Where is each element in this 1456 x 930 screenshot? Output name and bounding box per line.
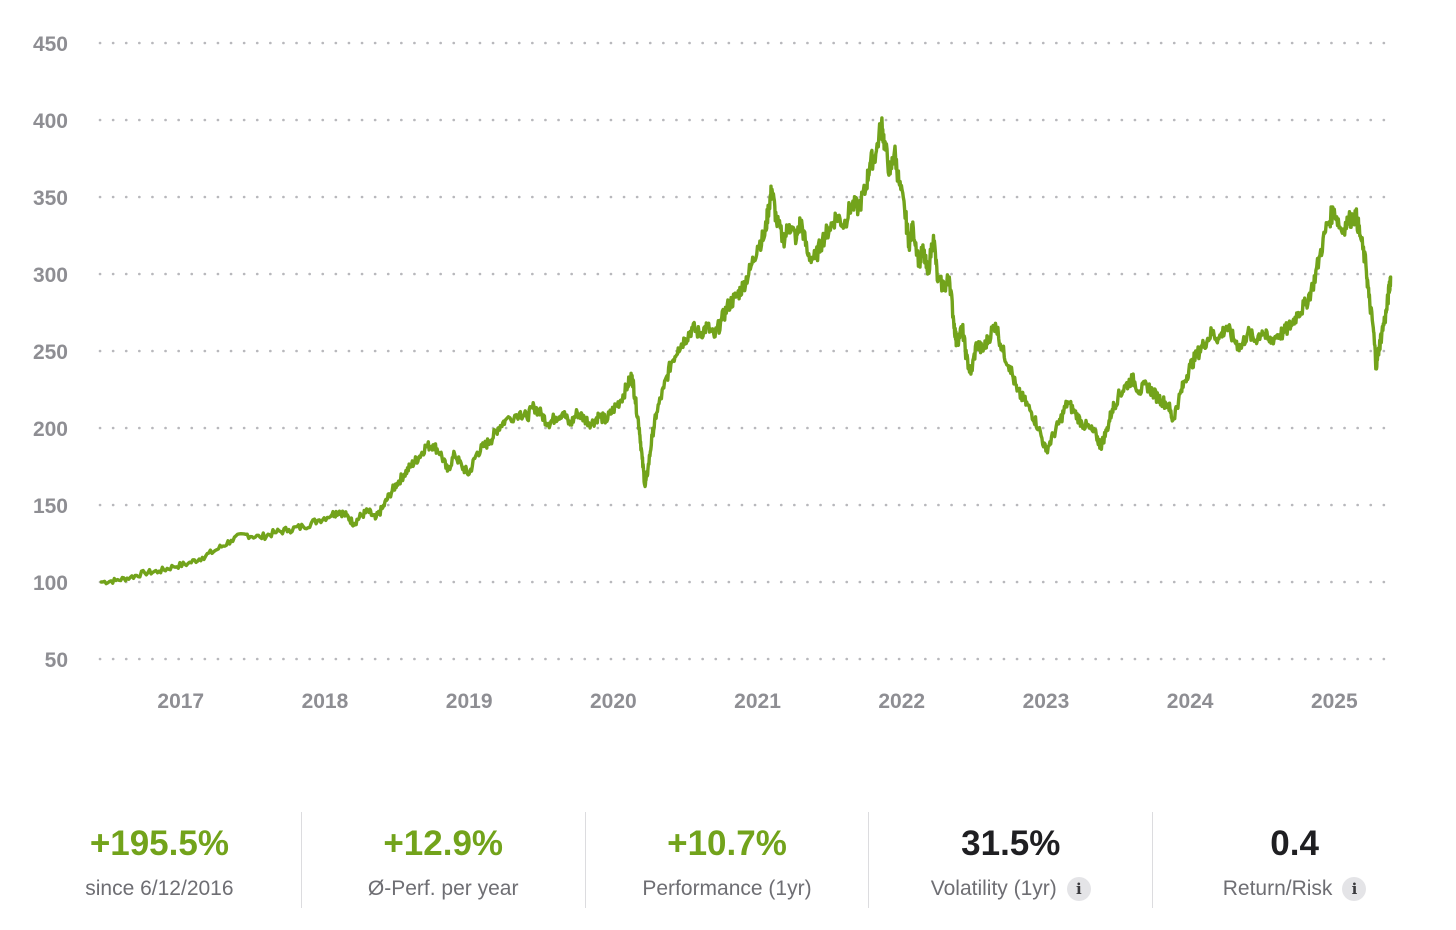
y-tick-label: 150 xyxy=(33,495,68,518)
y-tick-label: 350 xyxy=(33,187,68,210)
stat-value: 0.4 xyxy=(1270,824,1319,863)
y-tick-label: 450 xyxy=(33,33,68,56)
x-tick-label: 2020 xyxy=(590,690,637,713)
y-tick-label: 300 xyxy=(33,264,68,287)
y-tick-label: 200 xyxy=(33,418,68,441)
stat-label: Ø-Perf. per year xyxy=(367,877,519,900)
stat-performance-1yr: +10.7% Performance (1yr) xyxy=(586,812,870,908)
series-line xyxy=(99,116,1393,586)
x-tick-label: 2024 xyxy=(1167,690,1214,713)
x-axis-ticks: 2017 2018 2019 2020 2021 2022 2023 2024 2025 xyxy=(157,690,1358,713)
stat-label: Volatility (1yr) xyxy=(930,877,1057,900)
stat-value: +195.5% xyxy=(89,824,229,863)
x-tick-label: 2018 xyxy=(302,690,349,713)
y-tick-label: 50 xyxy=(45,649,68,672)
stats-bar: +195.5% since 6/12/2016 +12.9% Ø-Perf. p… xyxy=(18,812,1436,908)
stat-label: since 6/12/2016 xyxy=(85,877,234,900)
x-tick-label: 2025 xyxy=(1311,690,1358,713)
y-tick-label: 250 xyxy=(33,341,68,364)
info-icon[interactable]: i xyxy=(1342,877,1367,901)
stat-return-risk: 0.4 Return/Risk i xyxy=(1153,812,1436,908)
x-tick-label: 2023 xyxy=(1023,690,1070,713)
stat-volatility-1yr: 31.5% Volatility (1yr) i xyxy=(869,812,1154,908)
x-tick-label: 2019 xyxy=(446,690,493,713)
x-tick-label: 2021 xyxy=(734,690,781,713)
stat-value: +10.7% xyxy=(667,824,787,863)
x-tick-label: 2017 xyxy=(157,690,204,713)
y-tick-label: 400 xyxy=(33,110,68,133)
series-layer xyxy=(99,116,1393,586)
y-axis-ticks: 50 100 150 200 250 300 350 400 450 xyxy=(33,33,68,672)
stat-value: 31.5% xyxy=(961,824,1061,863)
stat-label: Return/Risk xyxy=(1222,877,1333,900)
stat-label: Performance (1yr) xyxy=(642,877,812,900)
y-tick-label: 100 xyxy=(33,572,68,595)
x-tick-label: 2022 xyxy=(878,690,925,713)
info-icon[interactable]: i xyxy=(1066,877,1091,901)
stat-total-performance: +195.5% since 6/12/2016 xyxy=(18,812,302,908)
stat-avg-per-year: +12.9% Ø-Perf. per year xyxy=(302,812,586,908)
stat-value: +12.9% xyxy=(383,824,504,863)
